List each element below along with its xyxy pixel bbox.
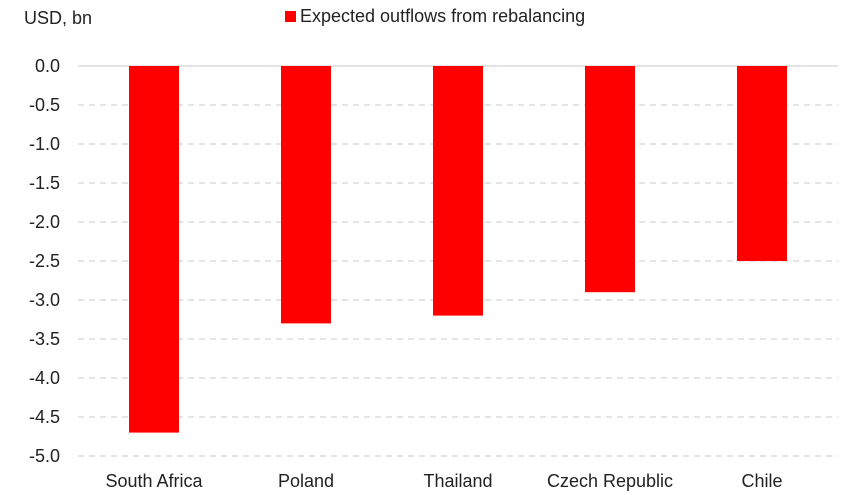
bar-czech-republic [585, 66, 635, 293]
bar-thailand [433, 66, 483, 316]
bar-chile [737, 66, 787, 261]
y-tick-label: -3.5 [29, 329, 60, 349]
x-tick-label: Poland [278, 471, 334, 491]
y-tick-label: -1.0 [29, 134, 60, 154]
legend-swatch [285, 11, 296, 22]
y-tick-label: -0.5 [29, 95, 60, 115]
x-tick-label: Czech Republic [547, 471, 673, 491]
x-tick-label: Chile [741, 471, 782, 491]
y-axis-unit-label: USD, bn [24, 8, 93, 28]
bar-poland [281, 66, 331, 324]
y-tick-label: -4.5 [29, 407, 60, 427]
y-tick-label: 0.0 [35, 56, 60, 76]
y-tick-label: -1.5 [29, 173, 60, 193]
y-tick-label: -3.0 [29, 290, 60, 310]
y-tick-label: -2.5 [29, 251, 60, 271]
y-tick-label: -2.0 [29, 212, 60, 232]
legend: Expected outflows from rebalancing [285, 6, 585, 27]
x-tick-label: South Africa [105, 471, 203, 491]
bar-south-africa [129, 66, 179, 433]
x-tick-label: Thailand [423, 471, 492, 491]
y-tick-label: -5.0 [29, 446, 60, 466]
legend-label: Expected outflows from rebalancing [300, 6, 586, 26]
y-tick-label: -4.0 [29, 368, 60, 388]
